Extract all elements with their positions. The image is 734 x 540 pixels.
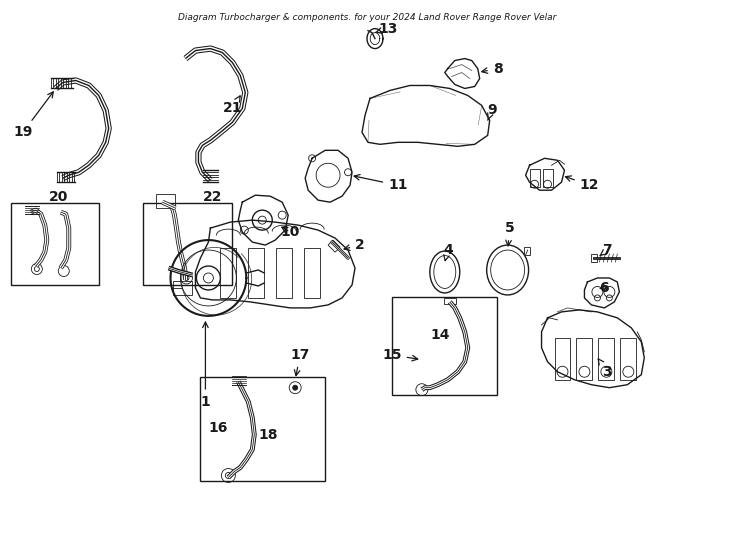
Text: Diagram Turbocharger & components. for your 2024 Land Rover Range Rover Velar: Diagram Turbocharger & components. for y… [178, 12, 556, 22]
Bar [200, 377, 325, 482]
Bar [444, 298, 456, 304]
Bar [392, 297, 497, 395]
Text: 21: 21 [222, 96, 242, 116]
Text: 15: 15 [382, 348, 418, 362]
Text: 16: 16 [208, 421, 228, 435]
Bar [11, 203, 98, 285]
Text: 3: 3 [598, 359, 612, 379]
Bar [529, 169, 539, 187]
Bar [304, 248, 320, 298]
Bar [592, 254, 597, 262]
Text: 12: 12 [565, 176, 599, 192]
Text: 18: 18 [258, 428, 278, 442]
Bar [328, 240, 340, 252]
Text: 14: 14 [430, 328, 449, 342]
Text: 17: 17 [291, 348, 310, 376]
Text: 20: 20 [49, 190, 68, 204]
Bar [620, 338, 636, 380]
Bar [172, 281, 192, 295]
Bar [248, 248, 264, 298]
Text: 6: 6 [600, 281, 609, 295]
Text: 4: 4 [443, 243, 453, 261]
Text: 9: 9 [487, 104, 496, 120]
Bar [220, 248, 236, 298]
Bar [598, 338, 614, 380]
Text: 11: 11 [354, 174, 407, 192]
Bar [542, 169, 553, 187]
Text: 19: 19 [13, 92, 54, 139]
Bar [142, 203, 233, 285]
Text: 10: 10 [280, 225, 300, 239]
Bar [554, 338, 570, 380]
Bar [156, 194, 175, 208]
Text: 22: 22 [203, 190, 222, 204]
Circle shape [293, 385, 298, 390]
Text: 8: 8 [482, 62, 503, 76]
Bar [276, 248, 292, 298]
Text: 2: 2 [344, 238, 365, 252]
Text: 13: 13 [375, 22, 398, 36]
Bar [523, 247, 529, 255]
Text: 7: 7 [600, 243, 612, 257]
Text: 5: 5 [505, 221, 515, 246]
Bar [576, 338, 592, 380]
Text: 1: 1 [200, 322, 211, 409]
